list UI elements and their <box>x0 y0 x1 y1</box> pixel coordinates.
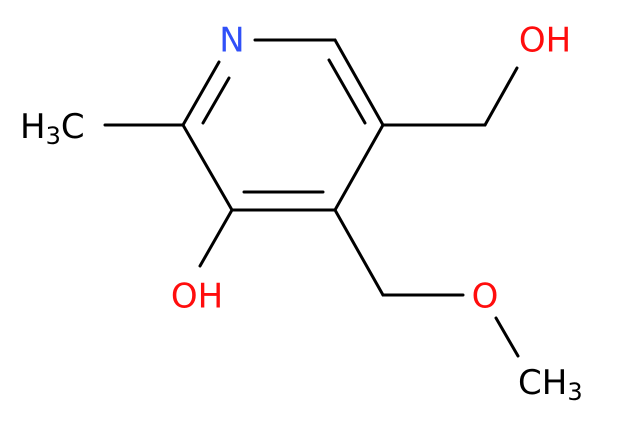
bond <box>483 66 519 127</box>
bond <box>333 123 385 212</box>
bond <box>181 123 234 212</box>
bond <box>201 76 231 125</box>
atom-text: C <box>61 107 85 147</box>
atom-text: CH <box>518 363 567 403</box>
subscript: 3 <box>567 378 582 406</box>
bond <box>333 208 385 297</box>
bonds <box>103 38 520 358</box>
bond <box>198 208 234 268</box>
bond <box>327 58 367 125</box>
bond <box>494 316 520 358</box>
atom-label: H3C <box>20 107 85 151</box>
atom-label: OH <box>519 21 571 61</box>
atom-label: N <box>219 21 244 61</box>
atom-label: CH3 <box>518 363 583 407</box>
bond <box>333 38 385 127</box>
bond <box>181 60 221 127</box>
subscript: 3 <box>46 122 61 150</box>
atom-label: OH <box>171 277 223 317</box>
atom-label: O <box>472 277 499 317</box>
atom-text: H <box>20 107 46 147</box>
